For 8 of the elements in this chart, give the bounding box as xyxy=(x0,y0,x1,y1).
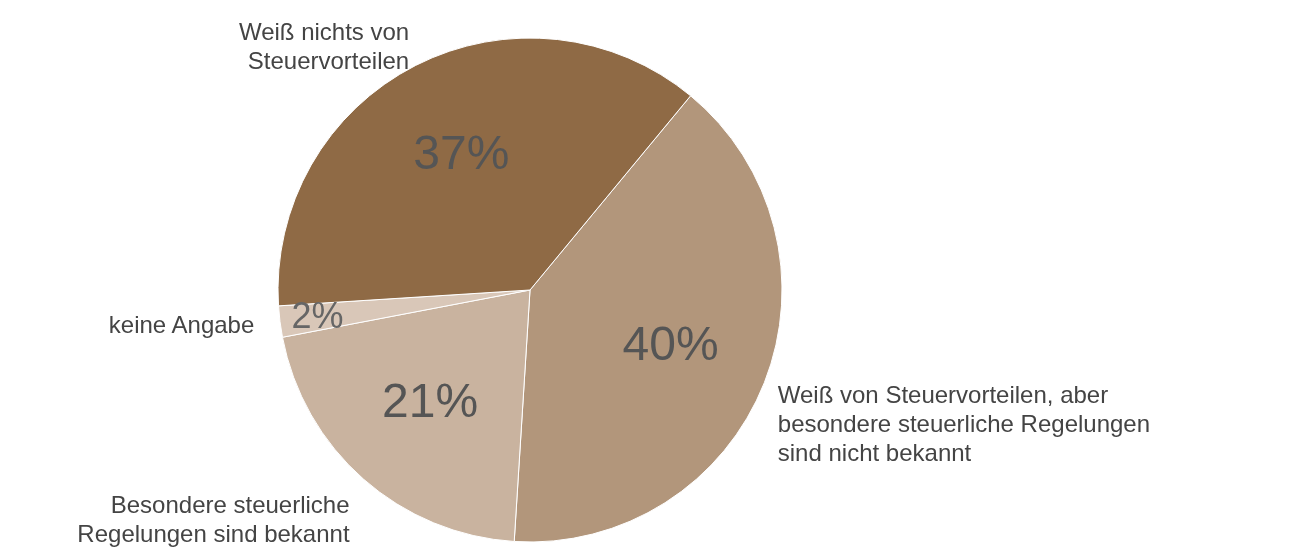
slice-label: Weiß nichts von Steuervorteilen xyxy=(238,18,410,75)
slice-label: Weiß von Steuervorteilen, aber besondere steuerliche Regelungen sind nicht bekannt xyxy=(777,380,1151,466)
data-label: 2% xyxy=(291,294,344,336)
data-label: 40% xyxy=(622,316,719,370)
slice-label: Besondere steuerliche Regelungen sind bekannt xyxy=(77,491,350,547)
data-label: 21% xyxy=(381,374,479,428)
data-label: 37% xyxy=(413,126,510,180)
slice-label: keine Angabe xyxy=(108,311,255,339)
